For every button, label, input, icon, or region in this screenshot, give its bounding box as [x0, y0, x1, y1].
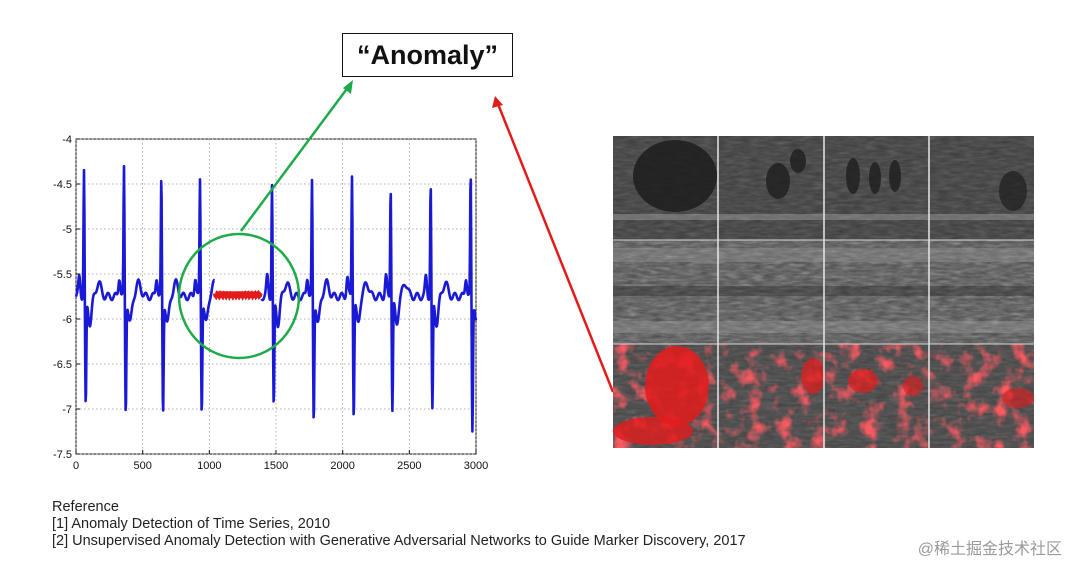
x-tick-label: 1000	[197, 460, 221, 472]
green-arrowhead	[343, 80, 353, 94]
reference-2: [2] Unsupervised Anomaly Detection with …	[52, 533, 746, 549]
y-tick-label: -5	[62, 224, 72, 236]
red-arrow	[496, 103, 615, 393]
y-tick-label: -6.5	[53, 359, 72, 371]
red-region-2	[613, 417, 693, 445]
red-region-1	[645, 346, 709, 426]
cyst-5	[869, 162, 881, 194]
cyst-3	[790, 149, 806, 173]
cyst-4	[846, 158, 860, 194]
red-region-4	[848, 369, 878, 393]
y-tick-label: -4.5	[53, 179, 72, 191]
anomaly-segment	[212, 289, 263, 301]
y-tick-label: -5.5	[53, 269, 72, 281]
cyst-6	[889, 160, 901, 192]
cyst-7	[999, 171, 1027, 211]
x-tick-label: 3000	[464, 460, 488, 472]
red-arrowhead	[492, 96, 503, 108]
watermark: @稀土掘金技术社区	[917, 541, 1062, 558]
y-tick-label: -6	[62, 314, 72, 326]
x-tick-label: 0	[73, 460, 79, 472]
x-tick-label: 2000	[330, 460, 354, 472]
ecg-series-line-continued	[260, 175, 478, 433]
reference-1: [1] Anomaly Detection of Time Series, 20…	[52, 516, 331, 532]
red-region-3	[801, 358, 825, 394]
green-arrow	[239, 85, 351, 232]
x-tick-label: 1500	[264, 460, 288, 472]
ecg-series-line	[74, 164, 216, 412]
cyst-2	[766, 163, 790, 199]
x-tick-label: 2500	[397, 460, 421, 472]
x-tick-label: 500	[133, 460, 151, 472]
references-heading: Reference	[52, 499, 119, 515]
oct-image-panel	[613, 136, 1034, 448]
red-region-6	[1002, 388, 1034, 408]
anomaly-circle	[177, 232, 301, 360]
references: Reference [1] Anomaly Detection of Time …	[52, 499, 746, 550]
anomaly-callout: “Anomaly”	[342, 33, 513, 77]
anomaly-label: “Anomaly”	[356, 39, 499, 70]
y-tick-label: -7	[62, 404, 72, 416]
red-region-5	[903, 376, 923, 396]
y-tick-label: -4	[62, 134, 72, 146]
y-tick-label: -7.5	[53, 449, 72, 461]
cyst-1	[633, 140, 717, 212]
